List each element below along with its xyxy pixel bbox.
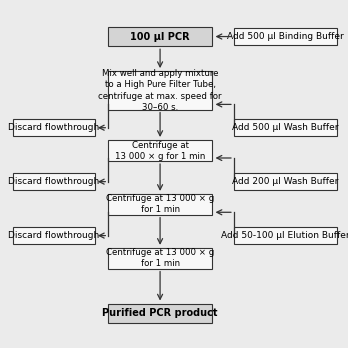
Text: Discard flowthrough: Discard flowthrough	[8, 231, 100, 240]
Text: Mix well and apply mixture
to a High Pure Filter Tube,
centrifuge at max. speed : Mix well and apply mixture to a High Pur…	[98, 69, 222, 112]
Text: Centrifuge at
13 000 × g for 1 min: Centrifuge at 13 000 × g for 1 min	[115, 141, 205, 161]
Bar	[234, 28, 337, 45]
Bar	[234, 173, 337, 190]
Bar	[108, 27, 212, 46]
Text: Add 500 μl Wash Buffer: Add 500 μl Wash Buffer	[232, 123, 339, 132]
Bar	[108, 71, 212, 110]
Text: Add 50-100 μl Elution Buffer: Add 50-100 μl Elution Buffer	[221, 231, 348, 240]
Text: 100 μl PCR: 100 μl PCR	[130, 32, 190, 41]
Text: Discard flowthrough: Discard flowthrough	[8, 177, 100, 186]
Text: Discard flowthrough: Discard flowthrough	[8, 123, 100, 132]
Text: Centrifuge at 13 000 × g
for 1 min: Centrifuge at 13 000 × g for 1 min	[106, 194, 214, 214]
Bar	[234, 119, 337, 136]
Text: Centrifuge at 13 000 × g
for 1 min: Centrifuge at 13 000 × g for 1 min	[106, 248, 214, 268]
Bar	[108, 303, 212, 323]
Bar	[13, 227, 95, 244]
Bar	[108, 248, 212, 269]
Text: Add 500 μl Binding Buffer: Add 500 μl Binding Buffer	[227, 32, 344, 41]
Bar	[108, 140, 212, 161]
Text: Purified PCR product: Purified PCR product	[102, 308, 218, 318]
Bar	[234, 227, 337, 244]
Bar	[13, 173, 95, 190]
Bar	[13, 119, 95, 136]
Text: Add 200 μl Wash Buffer: Add 200 μl Wash Buffer	[232, 177, 339, 186]
Bar	[108, 194, 212, 215]
